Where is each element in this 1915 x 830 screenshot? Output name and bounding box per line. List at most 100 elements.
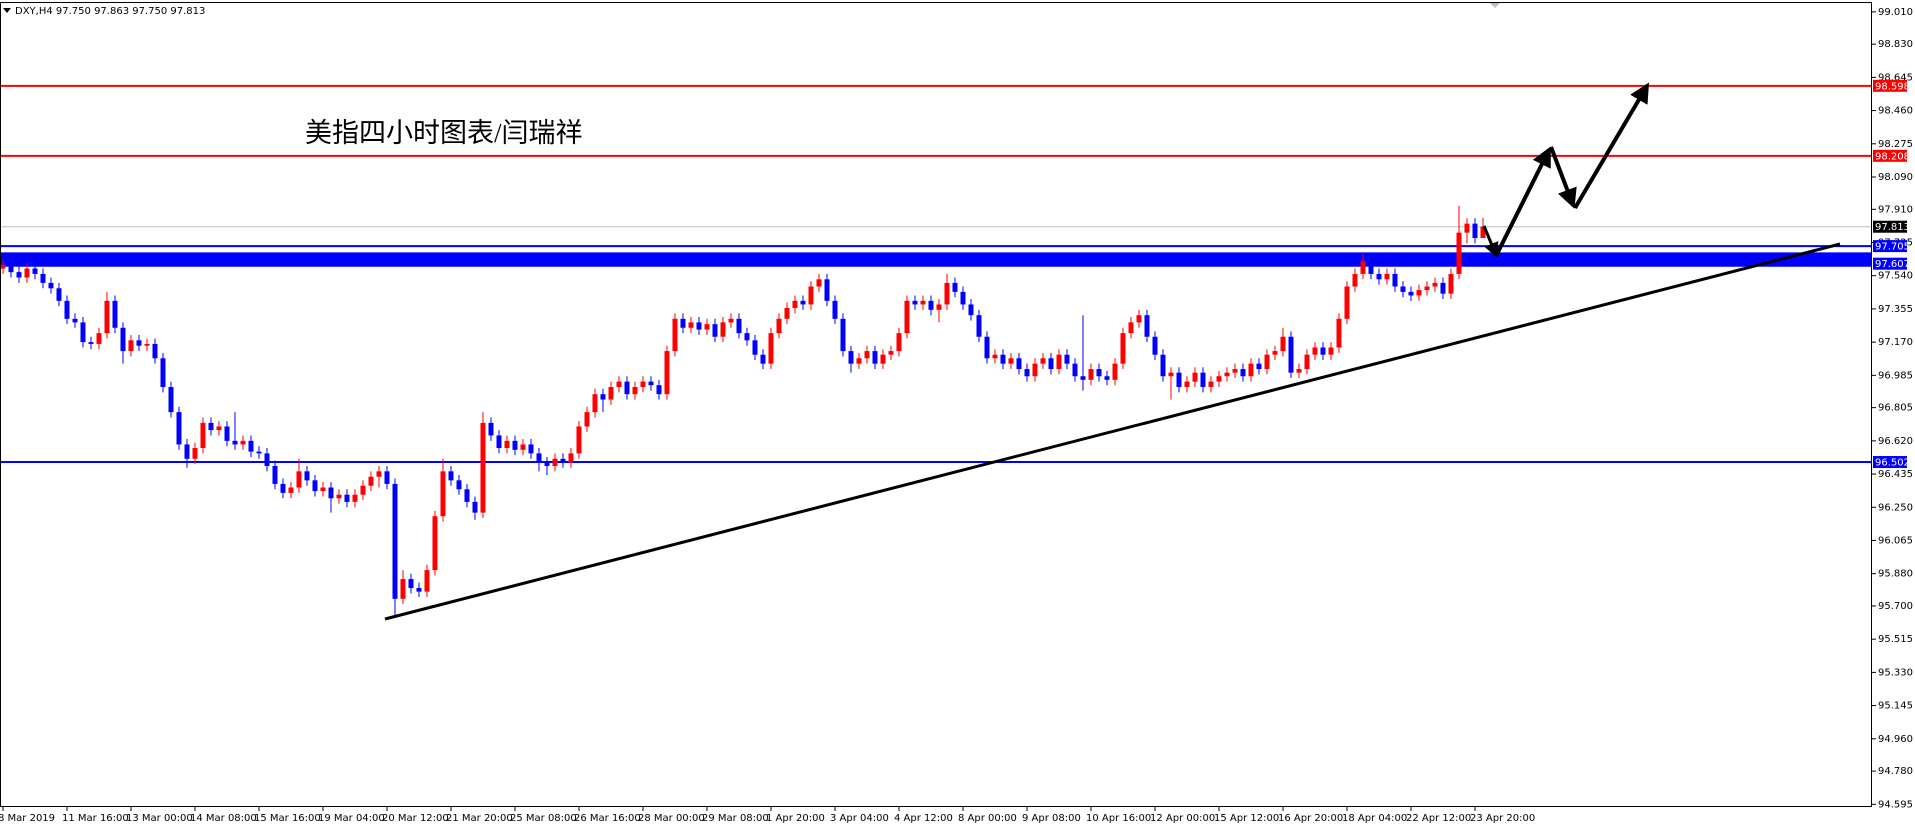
- x-tick-label: 8 Mar 2019: [0, 813, 55, 824]
- y-tick-label: 97.540: [1878, 271, 1913, 282]
- x-tick-label: 8 Apr 00:00: [958, 813, 1017, 824]
- x-tick-label: 20 Mar 12:00: [382, 813, 449, 824]
- candle-body: [1240, 369, 1246, 377]
- candle-body: [216, 426, 222, 431]
- candle-body: [712, 324, 718, 337]
- candle-body: [1136, 315, 1142, 323]
- candle-body: [1320, 347, 1326, 355]
- y-tick-label: 96.250: [1878, 502, 1913, 513]
- candle-body: [592, 394, 598, 413]
- menu-icon[interactable]: [3, 8, 11, 13]
- projection-arrow: [1573, 82, 1650, 210]
- candle-body: [40, 273, 46, 283]
- candle-body: [544, 462, 550, 466]
- candle-body: [528, 444, 534, 454]
- candle-body: [704, 324, 710, 330]
- candle-body: [376, 471, 382, 477]
- candle-body: [1456, 232, 1462, 274]
- candle-body: [192, 448, 198, 459]
- candle-body: [392, 483, 398, 599]
- candle-body: [640, 381, 646, 387]
- candle-body: [72, 318, 78, 323]
- candle-body: [680, 318, 686, 328]
- y-tick-label: 95.330: [1878, 667, 1913, 678]
- x-tick-label: 3 Apr 04:00: [830, 813, 889, 824]
- candle-body: [1200, 372, 1206, 387]
- candle-body: [1000, 354, 1006, 364]
- level-label: 97.607: [1875, 259, 1910, 270]
- candle-body: [112, 300, 118, 328]
- candle-body: [936, 304, 942, 310]
- candle-body: [960, 291, 966, 305]
- candle-body: [384, 471, 390, 484]
- candle-body: [808, 286, 814, 305]
- level-label-box: [1873, 456, 1907, 469]
- y-tick-label: 98.275: [1878, 139, 1913, 150]
- candle-body: [1128, 322, 1134, 334]
- candle-body: [520, 444, 526, 450]
- candle-body: [664, 351, 670, 395]
- candle-body: [368, 476, 374, 486]
- y-tick-label: 98.460: [1878, 106, 1913, 117]
- candle-body: [784, 308, 790, 319]
- candle-body: [88, 342, 94, 344]
- candle-body: [656, 385, 662, 395]
- candles: [0, 205, 1486, 617]
- candle-body: [24, 268, 30, 278]
- candle-body: [56, 288, 62, 301]
- candle-body: [992, 354, 998, 359]
- candle-body: [1288, 336, 1294, 373]
- candle-body: [976, 315, 982, 337]
- candle-body: [1120, 333, 1126, 364]
- candle-body: [1224, 372, 1230, 377]
- candle-body: [1376, 273, 1382, 280]
- x-tick-label: 23 Apr 20:00: [1470, 813, 1535, 824]
- candle-body: [1064, 354, 1070, 364]
- y-tick-label: 96.435: [1878, 469, 1913, 480]
- candle-body: [424, 570, 430, 592]
- candle-body: [360, 485, 366, 495]
- candle-body: [632, 387, 638, 395]
- y-tick-label: 94.960: [1878, 734, 1913, 745]
- annotation: 美指四小时图表/闫瑞祥: [305, 118, 583, 148]
- candle-body: [1392, 273, 1398, 287]
- x-tick-label: 11 Mar 16:00: [62, 813, 129, 824]
- candle-body: [1088, 369, 1094, 380]
- candle-body: [968, 304, 974, 316]
- candle-body: [1096, 369, 1102, 377]
- candle-body: [120, 327, 126, 352]
- candle-body: [1216, 376, 1222, 382]
- y-tick-label: 95.880: [1878, 569, 1913, 580]
- x-tick-label: 4 Apr 12:00: [894, 813, 953, 824]
- candle-body: [224, 426, 230, 441]
- candle-body: [1072, 363, 1078, 377]
- candle-body: [1304, 354, 1310, 370]
- candle-body: [856, 358, 862, 364]
- candle-body: [728, 318, 734, 323]
- candle-body: [1144, 315, 1150, 337]
- candle-body: [720, 322, 726, 337]
- candle-body: [1056, 354, 1062, 370]
- candle-body: [1360, 261, 1366, 274]
- y-tick-label: 96.065: [1878, 535, 1913, 546]
- candle-body: [840, 318, 846, 352]
- level-label-box: [1873, 257, 1907, 270]
- candle-body: [1104, 376, 1110, 380]
- level-label-box: [1873, 79, 1907, 92]
- candle-body: [184, 444, 190, 459]
- y-tick-label: 98.090: [1878, 172, 1913, 183]
- candle-body: [600, 394, 606, 400]
- x-tick-label: 10 Apr 16:00: [1086, 813, 1151, 824]
- candle-body: [688, 322, 694, 328]
- candle-body: [352, 494, 358, 502]
- x-tick-label: 28 Mar 00:00: [638, 813, 705, 824]
- candle-body: [288, 487, 294, 493]
- candle-body: [1352, 273, 1358, 287]
- candle-body: [1256, 363, 1262, 370]
- candle-body: [616, 381, 622, 387]
- candle-body: [32, 268, 38, 274]
- level-label: 96.502: [1875, 458, 1910, 469]
- candle-body: [176, 412, 182, 445]
- candle-body: [984, 336, 990, 359]
